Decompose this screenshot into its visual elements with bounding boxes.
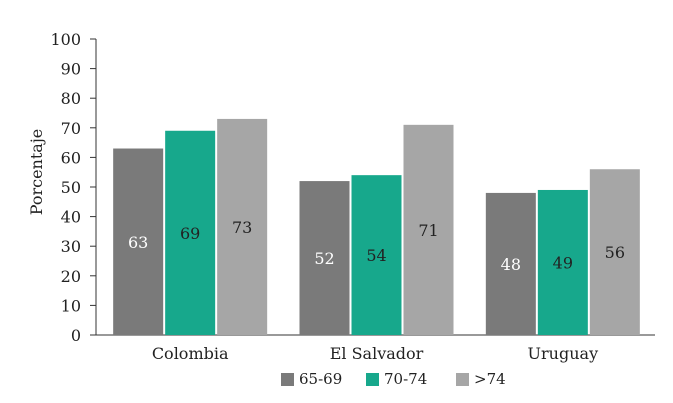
- y-axis-title: Porcentaje: [27, 129, 46, 216]
- bar-value-label: 48: [501, 255, 521, 274]
- bar-value-label: 54: [366, 246, 386, 265]
- legend-label: 70-74: [384, 370, 427, 388]
- y-tick-label: 50: [61, 178, 81, 197]
- bar-value-label: 63: [128, 233, 148, 252]
- legend-swatch: [456, 373, 469, 386]
- y-tick-label: 40: [61, 208, 81, 227]
- bar: [217, 118, 268, 335]
- legend-label: >74: [474, 370, 506, 388]
- bar-value-label: 69: [180, 224, 200, 243]
- bar: [589, 169, 640, 335]
- bar-value-label: 73: [232, 218, 252, 237]
- y-tick-label: 10: [61, 296, 81, 315]
- category-label: El Salvador: [330, 344, 424, 363]
- y-tick-label: 30: [61, 237, 81, 256]
- y-tick-label: 70: [61, 119, 81, 138]
- bar: [299, 181, 350, 335]
- bar-value-label: 71: [418, 221, 438, 240]
- legend: 65-69 70-74 >74: [281, 370, 506, 388]
- y-tick-label: 20: [61, 267, 81, 286]
- legend-swatch: [281, 373, 294, 386]
- bar: [165, 130, 216, 335]
- bar-value-label: 49: [553, 253, 573, 272]
- bar-value-label: 56: [605, 243, 625, 262]
- y-tick-label: 0: [71, 326, 81, 345]
- y-tick-label: 100: [50, 30, 81, 49]
- y-tick-label: 60: [61, 148, 81, 167]
- bar-value-label: 52: [314, 249, 334, 268]
- bar: [113, 148, 164, 335]
- bar: [351, 175, 402, 335]
- bar: [537, 189, 588, 335]
- legend-swatch: [366, 373, 379, 386]
- bar: [403, 124, 454, 335]
- bars: 63 69 73 52 54 71 48 49 56: [113, 118, 640, 335]
- category-label: Colombia: [152, 344, 229, 363]
- legend-label: 65-69: [299, 370, 342, 388]
- y-axis: 0 10 20 30 40 50 60 70 80 90 100: [50, 30, 97, 345]
- y-tick-label: 90: [61, 60, 81, 79]
- category-labels: Colombia El Salvador Uruguay: [152, 344, 598, 363]
- bar: [485, 192, 536, 335]
- y-tick-label: 80: [61, 89, 81, 108]
- category-label: Uruguay: [528, 344, 599, 363]
